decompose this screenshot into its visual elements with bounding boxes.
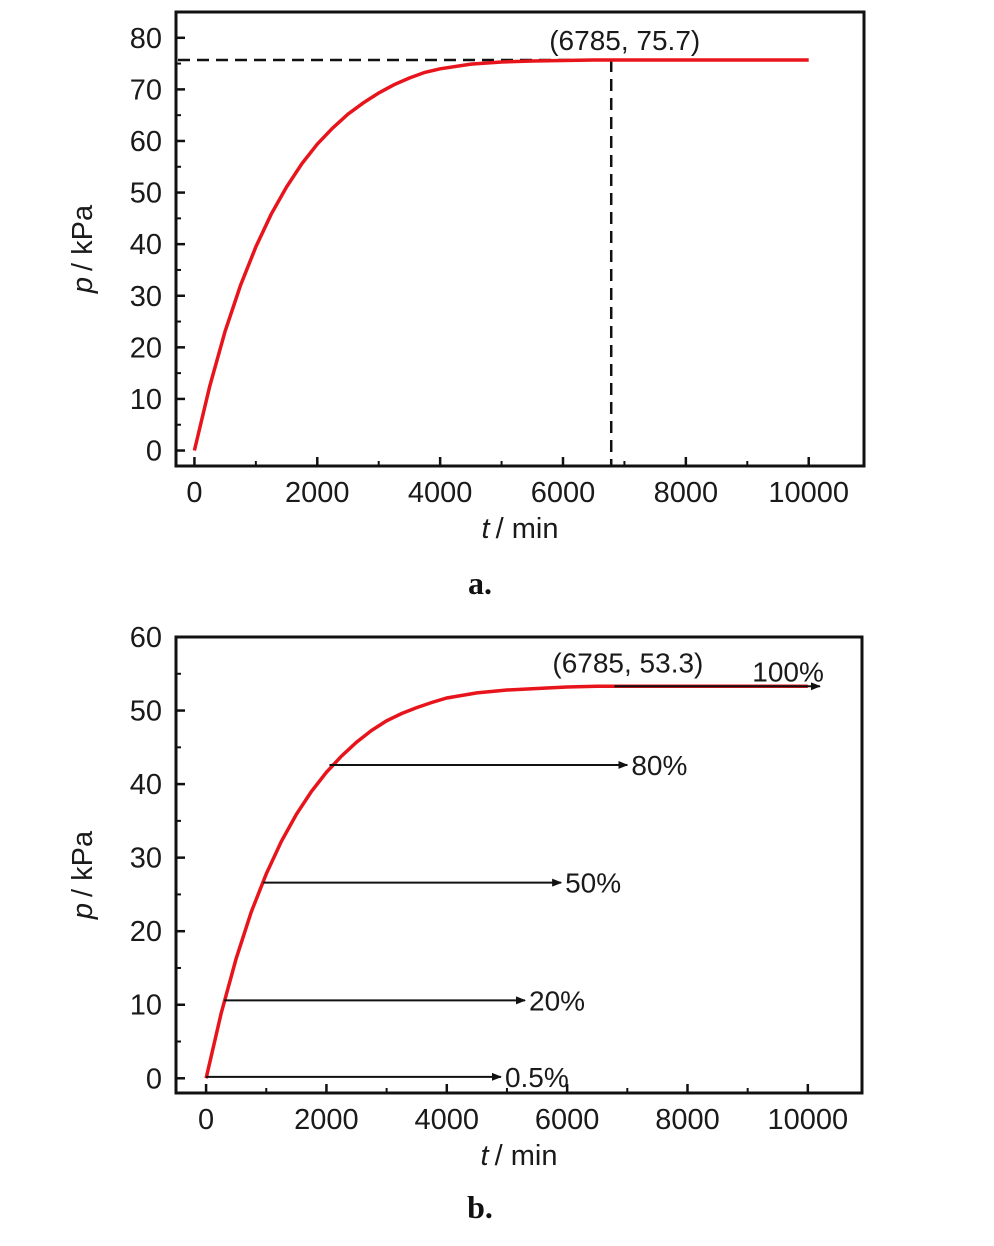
y-tick-label: 60 — [130, 126, 162, 158]
y-tick-label: 40 — [130, 769, 162, 801]
y-tick-label: 30 — [130, 281, 162, 313]
y-axis-unit-b: / kPa — [67, 830, 99, 897]
y-tick-label: 20 — [130, 916, 162, 948]
y-tick-label: 80 — [130, 23, 162, 55]
y-tick-label: 0 — [146, 1063, 162, 1095]
plot-frame-a — [174, 10, 866, 468]
y-axis-unit-a: / kPa — [67, 204, 99, 271]
percentage-label: 100% — [752, 656, 824, 687]
y-axis-label-b: p / kPa — [67, 830, 99, 920]
y-tick-label: 50 — [130, 178, 162, 210]
x-tick-label: 4000 — [408, 477, 473, 509]
x-tick-label: 8000 — [654, 477, 719, 509]
y-axis-symbol-b: p — [67, 903, 99, 920]
x-tick-label: 2000 — [294, 1104, 359, 1136]
axis-ticks-a: 0 10 20 30 40 50 60 70 80 0 2000 4000 6000 8000 10000 — [130, 23, 849, 509]
x-axis-unit-a: / min — [496, 513, 559, 545]
reference-point-label-b: (6785, 53.3) — [552, 647, 703, 678]
x-axis-unit-b: / min — [495, 1140, 558, 1172]
panel-label-a: a. — [468, 565, 492, 601]
y-tick-label: 40 — [130, 229, 162, 261]
x-axis-symbol-a: t — [482, 513, 492, 545]
x-tick-label: 0 — [186, 477, 202, 509]
y-tick-label: 10 — [130, 990, 162, 1022]
y-tick-label: 20 — [130, 332, 162, 364]
pressure-curve-a — [192, 58, 809, 451]
pressure-curve-b — [204, 684, 808, 1079]
panel-label-b: b. — [467, 1189, 493, 1225]
x-tick-label: 10000 — [768, 1104, 849, 1136]
reference-lines-a — [178, 58, 613, 466]
y-tick-label: 30 — [130, 843, 162, 875]
y-axis-symbol-a: p — [67, 277, 99, 294]
x-tick-label: 8000 — [655, 1104, 720, 1136]
x-axis-label-b: t / min — [481, 1140, 558, 1172]
x-tick-label: 2000 — [285, 477, 350, 509]
x-axis-label-a: t / min — [482, 513, 559, 545]
axis-ticks-b: 0 10 20 30 40 50 60 0 2000 4000 6000 8000 10000 — [130, 622, 848, 1136]
percentage-label: 50% — [565, 868, 621, 899]
x-tick-label: 6000 — [535, 1104, 600, 1136]
y-tick-label: 60 — [130, 622, 162, 654]
y-axis-label-a: p / kPa — [67, 204, 99, 294]
reference-point-label-a: (6785, 75.7) — [549, 25, 700, 56]
x-tick-label: 10000 — [768, 477, 849, 509]
x-tick-label: 4000 — [415, 1104, 480, 1136]
plot-frame-b — [174, 635, 864, 1095]
x-tick-label: 6000 — [531, 477, 596, 509]
y-tick-label: 0 — [146, 436, 162, 468]
x-tick-label: 0 — [198, 1104, 214, 1136]
y-tick-label: 70 — [130, 74, 162, 106]
percentage-label: 0.5% — [505, 1062, 569, 1093]
chart-panel-b: 0 10 20 30 40 50 60 0 2000 4000 6000 8000 10000 0.5%… — [67, 622, 864, 1225]
percentage-arrows-b: 0.5% 20% 50% 80% 100% — [206, 656, 824, 1093]
y-tick-label: 50 — [130, 696, 162, 728]
percentage-label: 80% — [631, 750, 687, 781]
percentage-label: 20% — [529, 985, 585, 1016]
x-axis-symbol-b: t — [481, 1140, 491, 1172]
y-tick-label: 10 — [130, 384, 162, 416]
